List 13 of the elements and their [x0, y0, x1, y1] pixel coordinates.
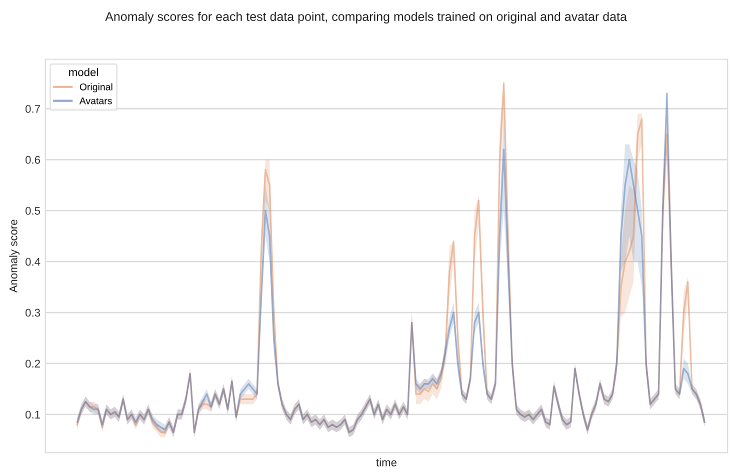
y-tick-label: 0.6 [26, 156, 40, 164]
legend-title: model [69, 68, 98, 76]
y-tick-label: 0.5 [26, 206, 40, 215]
x-axis-title: time [376, 458, 396, 466]
y-tick-label: 0.7 [26, 104, 40, 113]
y-tick-label: 0.2 [26, 360, 40, 368]
y-tick-label: 0.4 [26, 258, 40, 266]
chart-title: Anomaly scores for each test data point, comparing models trained on original and avatar data [105, 12, 627, 24]
legend-label: Original [80, 83, 112, 92]
y-tick-label: 0.1 [26, 410, 40, 419]
legend-label: Avatars [79, 98, 112, 104]
y-tick-label: 0.3 [26, 308, 40, 317]
y-axis-title: Anomaly score [9, 220, 20, 293]
